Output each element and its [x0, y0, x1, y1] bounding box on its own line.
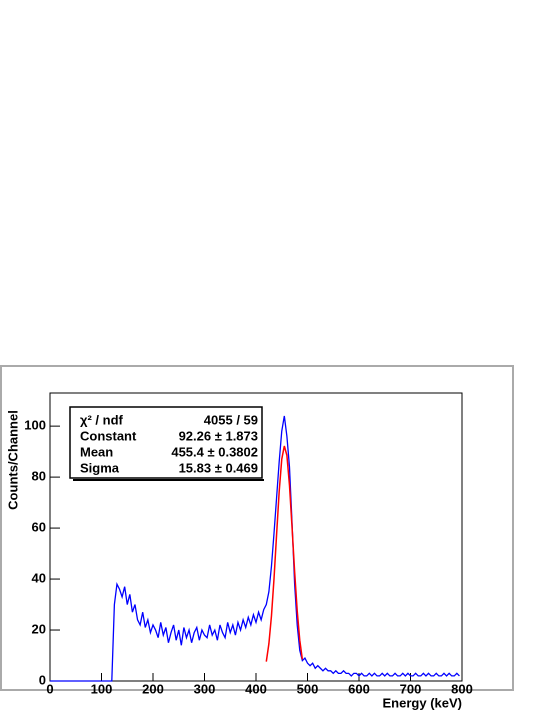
- stats-label: Constant: [80, 428, 137, 443]
- stats-frame: [69, 406, 263, 479]
- y-tick-label: 100: [24, 418, 46, 433]
- stats-label: Sigma: [80, 460, 120, 475]
- x-tick-label: 400: [245, 681, 267, 696]
- y-tick-label: 80: [32, 469, 46, 484]
- stats-value: 92.26 ± 1.873: [179, 428, 258, 443]
- x-tick-label: 700: [400, 681, 422, 696]
- y-tick-label: 20: [32, 621, 46, 636]
- stats-box: χ² / ndf 4055 / 59 Constant 92.26 ± 1.873 Me…: [69, 406, 264, 481]
- x-tick-label: 300: [194, 681, 216, 696]
- x-tick-label: 0: [46, 681, 53, 696]
- x-tick-label: 600: [348, 681, 370, 696]
- x-tick-label: 100: [91, 681, 113, 696]
- x-tick-label: 200: [142, 681, 164, 696]
- stats-label: χ² / ndf: [80, 412, 124, 427]
- spectrum-line: [50, 415, 460, 682]
- y-axis-title: Counts/Channel: [5, 410, 20, 510]
- y-tick-label: 40: [32, 570, 46, 585]
- stats-value: 455.4 ± 0.3802: [171, 444, 258, 459]
- x-tick-label: 500: [297, 681, 319, 696]
- x-tick-label: 800: [451, 681, 473, 696]
- x-axis-title: Energy (keV): [383, 695, 462, 710]
- stats-value: 4055 / 59: [204, 412, 258, 427]
- stats-value: 15.83 ± 0.469: [179, 460, 258, 475]
- y-tick-label: 0: [39, 672, 46, 687]
- stats-label: Mean: [80, 444, 113, 459]
- fit-curve: [265, 445, 304, 662]
- y-tick-label: 60: [32, 520, 46, 535]
